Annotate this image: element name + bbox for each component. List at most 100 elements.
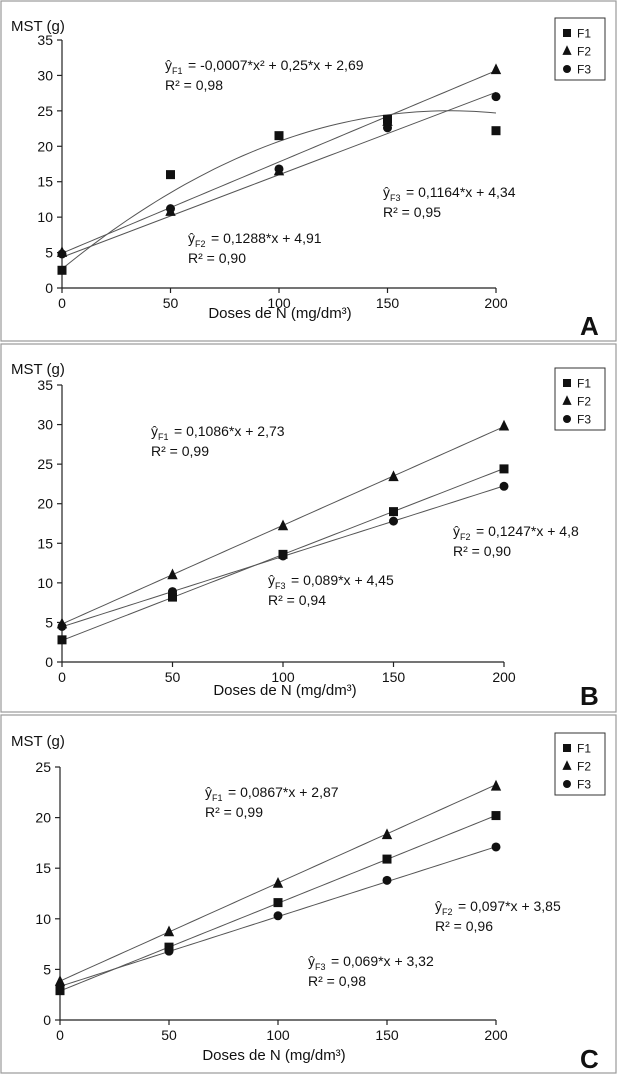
panel-c-legend-label-f2: F2 [577,760,591,774]
eq-r2: R² = 0,96 [435,918,493,934]
panel-a-y-tick-label: 5 [45,245,53,261]
panel-a-legend-label-f3: F3 [577,63,591,77]
panel-b-y-tick-label: 25 [37,456,53,472]
panel-c-point-f3 [273,911,283,921]
panel-c-equation-f1: ŷF1 = 0,0867*x + 2,87 R² = 0,99 [205,784,339,820]
panel-c-x-tick-label: 50 [161,1027,177,1043]
panel-c-point-f3 [491,842,501,852]
panel-a-legend-marker-f3 [563,65,571,73]
panel-a-point-f1 [57,265,67,275]
panel-b-legend-label-f3: F3 [577,413,591,427]
panel-b-x-tick-label: 100 [271,669,295,685]
panel-b-x-tick-label: 50 [165,669,181,685]
panel-c-legend-marker-f1 [563,744,571,752]
panel-b-equation-f2: ŷF2 = 0,1247*x + 4,8 R² = 0,90 [453,523,579,559]
panel-c-y-tick-label: 20 [35,810,51,826]
panel-b-point-f2 [167,568,178,580]
panel-a-ylabel: MST (g) [11,18,65,35]
eq-prefix: ŷF3 [268,572,286,591]
panel-c-x-tick-label: 0 [56,1027,64,1043]
panel-b-point-f3 [168,587,177,597]
panel-a-legend-marker-f2 [562,45,572,55]
panel-b-border [0,343,617,713]
panel-c-point-f2 [272,876,284,888]
eq-r2: R² = 0,90 [188,250,246,266]
panel-a-point-f1 [274,131,284,141]
panel-c-legend-marker-f3 [563,780,571,788]
panel-a-point-f3 [491,92,501,102]
panel-c-point-f3 [55,982,65,992]
eq-text: = 0,097*x + 3,85 [458,898,561,914]
eq-r2: R² = 0,99 [205,804,263,820]
panel-c-equation-f2: ŷF2 = 0,097*x + 3,85 R² = 0,96 [435,898,561,934]
eq-r2: R² = 0,95 [383,204,441,220]
eq-text: = 0,0867*x + 2,87 [228,784,339,800]
panel-a-y-tick-label: 25 [37,103,53,119]
panel-b-point-f3 [389,516,398,526]
eq-text: = 0,069*x + 3,32 [331,953,434,969]
panel-c-legend-label-f3: F3 [577,778,591,792]
panel-c-y-tick-label: 10 [35,911,51,927]
panel-c-xlabel: Doses de N (mg/dm³) [202,1047,345,1064]
panel-b-equation-f1: ŷF1 = 0,1086*x + 2,73 R² = 0,99 [151,423,285,459]
eq-prefix: ŷF3 [383,184,401,203]
panel-a-y-tick-label: 15 [37,174,53,190]
panel-b-x-tick-label: 150 [382,669,406,685]
panel-a-legend-marker-f1 [563,29,571,37]
panel-b-legend-marker-f3 [563,415,571,423]
panel-b-x-tick-label: 200 [492,669,516,685]
panel-a-fit-line-f1 [61,110,497,270]
panel-c-point-f1 [382,854,392,864]
panel-a-xlabel: Doses de N (mg/dm³) [208,305,351,322]
panel-c-y-tick-label: 25 [35,759,51,775]
panel-c-point-f2 [490,779,502,791]
panel-a-fit-line-f2 [61,70,497,254]
panel-a-y-tick-label: 35 [37,32,53,48]
panel-a-equation-f2: ŷF2 = 0,1288*x + 4,91 R² = 0,90 [188,230,322,266]
panel-b-y-tick-label: 10 [37,575,53,591]
panel-b-y-tick-label: 30 [37,417,53,433]
eq-prefix: ŷF2 [435,898,453,917]
panel-b-legend-marker-f1 [563,379,571,387]
panel-a-point-f2 [490,63,502,75]
panel-c-x-tick-label: 200 [484,1027,508,1043]
panel-a-y-tick-label: 10 [37,209,53,225]
panel-c-legend-marker-f2 [562,760,572,770]
panel-b-point-f3 [499,481,509,491]
eq-prefix: ŷF1 [151,423,169,442]
panel-a-legend-label-f2: F2 [577,45,591,59]
panel-a-x-tick-label: 50 [163,295,179,311]
eq-text: = 0,1247*x + 4,8 [476,523,579,539]
panel-b-legend-label-f1: F1 [577,377,591,391]
panel-c-x-tick-label: 150 [375,1027,399,1043]
panel-a-y-tick-label: 30 [37,67,53,83]
panel-c-equation-f3: ŷF3 = 0,069*x + 3,32 R² = 0,98 [308,953,434,989]
panel-b-legend-marker-f2 [562,395,572,405]
panel-a-equation-f1: ŷF1 = -0,0007*x² + 0,25*x + 2,69 R² = 0,… [165,57,364,93]
panel-b-point-f2 [498,419,510,431]
panel-a-point-f3 [57,249,67,259]
eq-prefix: ŷF3 [308,953,326,972]
panel-b-letter: B [580,681,599,711]
eq-text: = -0,0007*x² + 0,25*x + 2,69 [188,57,364,73]
panel-a-x-tick-label: 100 [267,295,291,311]
panel-c-y-tick-label: 0 [43,1012,51,1028]
panel-c-point-f3 [382,875,392,885]
panel-a-point-f2 [382,115,393,126]
panel-c-x-tick-label: 100 [266,1027,290,1043]
panel-b-y-tick-label: 35 [37,377,53,393]
panel-a-point-f3 [166,204,175,214]
panel-a-y-tick-label: 20 [37,138,53,154]
panel-b-point-f3 [57,621,67,631]
eq-r2: R² = 0,90 [453,543,511,559]
panel-b-xlabel: Doses de N (mg/dm³) [213,682,356,699]
eq-text: = 0,1164*x + 4,34 [406,184,516,200]
panel-b-point-f1 [57,635,67,645]
panel-a-y-tick-label: 0 [45,280,53,296]
panel-b-point-f3 [278,551,288,561]
panel-a-legend-label-f1: F1 [577,27,591,41]
panel-a-point-f1 [166,170,175,180]
eq-text: = 0,089*x + 4,45 [291,572,394,588]
panel-a-point-f3 [383,123,392,133]
